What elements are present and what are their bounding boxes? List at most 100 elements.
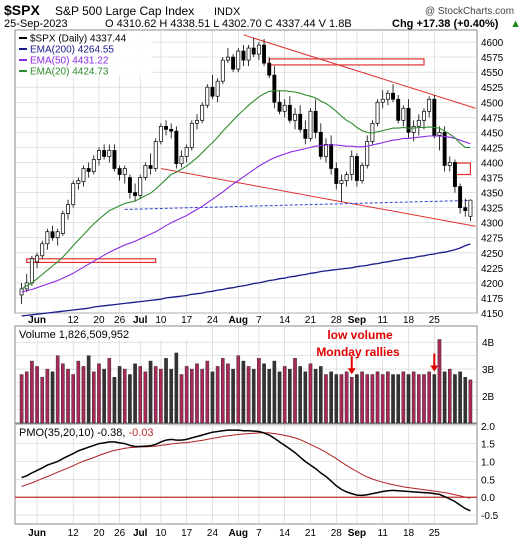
date-tick-label: Jul — [133, 315, 148, 326]
volume-bar — [50, 371, 55, 424]
volume-bar — [355, 374, 359, 424]
volume-tick-label: 3B — [482, 365, 495, 376]
volume-bar — [215, 366, 220, 424]
candle-body — [411, 125, 416, 133]
volume-bar — [30, 360, 34, 424]
volume-bar — [40, 376, 45, 424]
volume-bar — [190, 368, 194, 424]
volume-bar — [411, 371, 416, 424]
volume-bar — [133, 363, 137, 424]
volume-bar — [386, 371, 390, 424]
candle-body — [189, 122, 194, 148]
candle-body — [452, 162, 457, 187]
volume-bar — [76, 360, 81, 424]
candle-body — [267, 62, 272, 76]
price-tick-label: 4450 — [481, 128, 504, 139]
candle-body — [385, 92, 390, 100]
volume-bar — [282, 366, 287, 424]
volume-bar — [406, 374, 411, 424]
date-tick-label: Jun — [28, 315, 46, 326]
volume-label-bg — [17, 327, 192, 340]
date-tick-label: 7 — [256, 315, 262, 326]
volume-bar — [55, 355, 60, 424]
volume-bar — [112, 376, 117, 424]
volume-bar — [313, 368, 318, 424]
volume-bar — [277, 371, 282, 424]
volume-bar — [107, 358, 112, 424]
legend-label: EMA(20) 4424.73 — [30, 67, 109, 78]
candle-body — [463, 207, 468, 211]
candle-body — [293, 113, 297, 121]
candle-body — [112, 150, 117, 169]
volume-bar — [272, 360, 277, 424]
annotation-rectangle — [26, 258, 157, 264]
candle-body — [45, 231, 50, 245]
candle-body — [396, 98, 401, 121]
candle-body — [200, 104, 205, 121]
volume-bar — [179, 374, 184, 424]
pmo-tick-label: 0.0 — [481, 493, 495, 504]
candle-body — [354, 156, 359, 181]
volume-bar — [205, 360, 210, 424]
candle-body — [324, 144, 328, 157]
candle-body — [447, 162, 452, 166]
volume-bar — [195, 363, 199, 424]
candle-body — [406, 107, 411, 133]
candle-body — [195, 119, 199, 124]
volume-bar — [365, 374, 370, 424]
volume-bar — [143, 371, 148, 424]
pmo-panel-frame — [14, 423, 478, 525]
price-tick-label: 4575 — [481, 53, 504, 64]
date-tick-label: 18 — [403, 315, 415, 326]
volume-bar — [334, 374, 339, 424]
volume-bar — [148, 360, 153, 424]
candle-body — [236, 50, 241, 70]
volume-bar — [19, 374, 24, 424]
volume-bar — [153, 366, 158, 424]
support-line — [124, 199, 471, 210]
volume-bar — [375, 371, 380, 424]
candle-body — [427, 98, 432, 112]
date-tick-label: Sep — [348, 315, 366, 326]
volume-bar — [380, 374, 385, 424]
volume-panel-frame — [14, 325, 478, 424]
volume-tick-label: 4B — [482, 338, 495, 349]
date-tick-label: 21 — [305, 528, 317, 539]
price-tick-label: 4400 — [481, 158, 504, 169]
volume-bar — [319, 366, 323, 424]
change-readout: Chg +17.38 (+0.40%) — [392, 18, 499, 30]
volume-bar — [71, 374, 75, 424]
price-tick-label: 4600 — [481, 38, 504, 49]
pmo-label-prefix: PMO(35,20,10) -0.38, — [19, 427, 128, 439]
volume-bar — [257, 358, 261, 424]
volume-bar — [262, 363, 266, 424]
candle-body — [334, 168, 339, 184]
candle-body — [148, 165, 153, 169]
candle-body — [215, 80, 220, 97]
price-tick-label: 4500 — [481, 98, 504, 109]
volume-bar — [159, 368, 163, 424]
volume-bar — [437, 339, 442, 424]
candle-body — [272, 74, 277, 103]
date-tick-label: 24 — [207, 528, 219, 539]
candle-body — [318, 132, 323, 157]
volume-bar — [97, 363, 101, 424]
volume-bar — [81, 366, 86, 424]
candle-body — [122, 168, 127, 175]
candle-body — [107, 150, 112, 157]
volume-bar — [401, 371, 406, 424]
volume-bar — [360, 371, 364, 424]
date-tick-label: Jun — [28, 528, 46, 539]
watermark-text: @ StockCharts.com — [425, 6, 514, 17]
candle-body — [380, 98, 385, 103]
date-tick-label: 24 — [207, 315, 219, 326]
price-tick-label: 4375 — [481, 174, 504, 185]
volume-tick-label: 2B — [482, 392, 495, 403]
candle-body — [164, 125, 168, 130]
date-tick-label: 20 — [93, 528, 105, 539]
candle-body — [66, 204, 70, 214]
volume-bar — [370, 374, 375, 424]
price-tick-label: 4250 — [481, 249, 504, 260]
